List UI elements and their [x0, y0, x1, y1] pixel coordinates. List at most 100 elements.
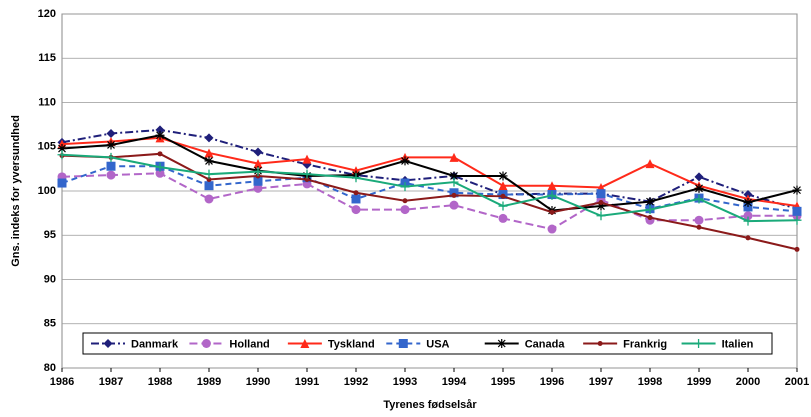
x-tick-label: 1996: [540, 376, 564, 388]
y-tick-label: 110: [38, 96, 56, 108]
data-point: [155, 168, 165, 178]
legend-marker: [398, 339, 408, 348]
legend-label: Danmark: [131, 338, 179, 350]
x-tick-label: 2001: [785, 376, 809, 388]
x-tick-label: 1990: [246, 376, 270, 388]
data-point: [498, 201, 508, 211]
data-point: [304, 176, 310, 182]
data-point: [792, 185, 802, 195]
data-point: [106, 128, 116, 138]
data-point: [302, 154, 312, 164]
data-point: [400, 182, 410, 192]
data-point: [449, 171, 459, 181]
legend: Danmark Holland Tyskland USA Canada Frankrig I…: [82, 332, 773, 355]
data-point: [155, 130, 165, 140]
legend-marker: [694, 339, 704, 348]
legend-marker: [103, 339, 113, 348]
data-point: [451, 192, 457, 198]
data-point: [449, 188, 459, 198]
data-point: [400, 205, 410, 215]
data-point: [596, 211, 606, 221]
x-tick-label: 1995: [491, 376, 515, 388]
data-point: [253, 183, 263, 193]
y-tick-label: 120: [38, 8, 56, 20]
x-tick-label: 1994: [442, 376, 467, 388]
data-point: [353, 190, 359, 196]
data-point: [204, 194, 214, 204]
x-tick-label: 1998: [638, 376, 662, 388]
y-tick-label: 90: [44, 273, 56, 285]
data-point: [57, 144, 67, 154]
data-point: [253, 167, 263, 177]
y-tick-label: 85: [44, 318, 56, 330]
series-line: [61, 128, 798, 210]
x-tick-label: 1988: [148, 376, 172, 388]
data-point: [745, 235, 751, 241]
x-tick-label: 1986: [50, 376, 74, 388]
data-point: [253, 159, 263, 169]
x-tick-label: 2000: [736, 376, 760, 388]
y-tick-label: 105: [38, 141, 56, 153]
y-axis-label: Gns. indeks for yversundhed: [10, 115, 22, 267]
data-point: [204, 169, 214, 179]
data-point: [596, 189, 606, 199]
legend-label: Italien: [722, 338, 754, 350]
x-tick-label: 1999: [687, 376, 711, 388]
data-point: [645, 205, 655, 215]
x-tick-label: 1992: [344, 376, 368, 388]
data-point: [157, 151, 163, 157]
data-point: [206, 176, 212, 182]
data-point: [598, 200, 604, 206]
data-point: [302, 169, 312, 179]
data-point: [694, 183, 704, 193]
data-point: [400, 156, 410, 166]
x-tick-label: 1987: [99, 376, 123, 388]
data-point: [106, 170, 116, 180]
series-line: [61, 136, 798, 208]
data-point: [498, 181, 508, 191]
data-point: [402, 198, 408, 204]
series-line: [61, 134, 798, 212]
data-point: [743, 216, 753, 226]
data-point: [647, 215, 653, 221]
series-line: [61, 152, 798, 251]
data-point: [596, 201, 606, 211]
data-point: [547, 181, 557, 191]
data-point: [743, 198, 753, 208]
data-point: [253, 176, 263, 186]
legend-marker: [201, 339, 211, 348]
x-tick-label: 1991: [295, 376, 319, 388]
y-tick-label: 115: [38, 52, 56, 64]
data-point: [106, 140, 116, 150]
series-line: [61, 172, 797, 231]
legend-marker: [497, 339, 507, 348]
data-point: [743, 211, 753, 221]
data-point: [645, 159, 655, 169]
legend-label: Tyskland: [328, 338, 375, 350]
data-point: [351, 205, 361, 215]
x-tick-label: 1989: [197, 376, 221, 388]
data-point: [792, 215, 802, 225]
data-point: [498, 171, 508, 181]
data-point: [500, 193, 506, 199]
data-point: [204, 156, 214, 166]
data-point: [694, 194, 704, 204]
data-point: [106, 152, 116, 162]
x-tick-label: 1997: [589, 376, 613, 388]
x-tick-label: 1993: [393, 376, 417, 388]
legend-marker: [597, 341, 603, 346]
data-point: [57, 150, 67, 160]
data-point: [547, 190, 557, 200]
data-point: [351, 173, 361, 183]
data-point: [549, 209, 555, 215]
legend-box: [82, 332, 773, 355]
data-point: [645, 197, 655, 207]
data-point: [57, 178, 67, 188]
data-point: [253, 147, 263, 157]
data-point: [694, 215, 704, 225]
data-point: [694, 172, 704, 182]
x-axis-label: Tyrenes fødselsår: [383, 399, 477, 411]
data-point: [449, 177, 459, 187]
series-line: [61, 153, 798, 223]
